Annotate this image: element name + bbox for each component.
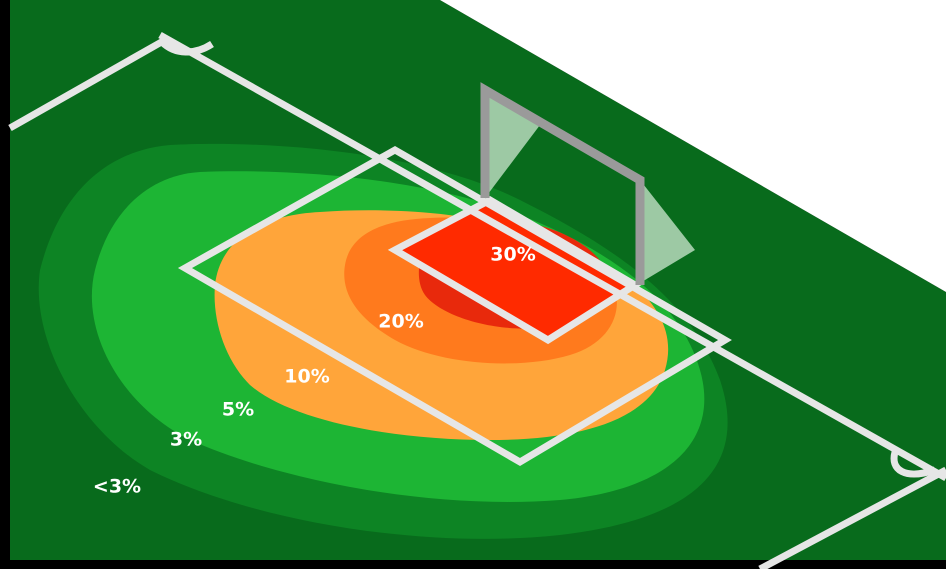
zone-label: <3% <box>93 476 141 498</box>
penalty-box <box>177 145 732 467</box>
zone-30 <box>395 200 635 340</box>
zone-label: 10% <box>284 366 329 388</box>
goal <box>480 82 695 285</box>
pitch-lines <box>8 31 946 569</box>
zone-label: 5% <box>222 399 254 421</box>
zone-label: 3% <box>170 429 202 451</box>
touchline-top <box>8 36 167 132</box>
corner-arc-bottom <box>890 451 937 478</box>
six-yard-box <box>387 195 642 345</box>
off-pitch <box>440 0 946 292</box>
zone-label: 20% <box>378 311 423 333</box>
goal-frame <box>480 82 645 285</box>
goal-line <box>158 31 946 482</box>
touchline-bottom <box>758 466 946 569</box>
corner-arc-top <box>159 39 214 56</box>
zone-label: 30% <box>490 244 535 266</box>
